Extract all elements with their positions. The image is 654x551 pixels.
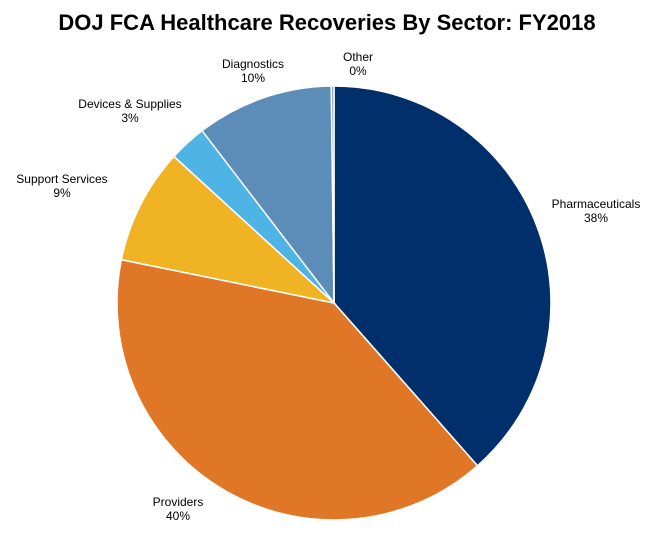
slice-label-devices-supplies: Devices & Supplies 3% <box>78 97 181 125</box>
pie-slice-diagnostics <box>201 85 335 306</box>
pie-slice-pharmaceuticals <box>333 85 552 467</box>
pie-slice-providers <box>116 258 479 521</box>
slice-labels: Pharmaceuticals 38% Providers 40% Support Se… <box>16 50 640 523</box>
slice-label-support-services: Support Services 9% <box>16 172 107 200</box>
slice-label-providers: Providers 40% <box>153 495 204 523</box>
slice-label-pharmaceuticals: Pharmaceuticals 38% <box>552 197 641 225</box>
pie-slice-other <box>330 85 335 304</box>
slice-label-diagnostics: Diagnostics 10% <box>222 57 284 85</box>
pie-slices <box>116 85 552 521</box>
chart-title: DOJ FCA Healthcare Recoveries By Sector:… <box>58 10 596 35</box>
pie-slice-support-services <box>120 155 337 305</box>
slice-label-other: Other 0% <box>343 50 373 78</box>
